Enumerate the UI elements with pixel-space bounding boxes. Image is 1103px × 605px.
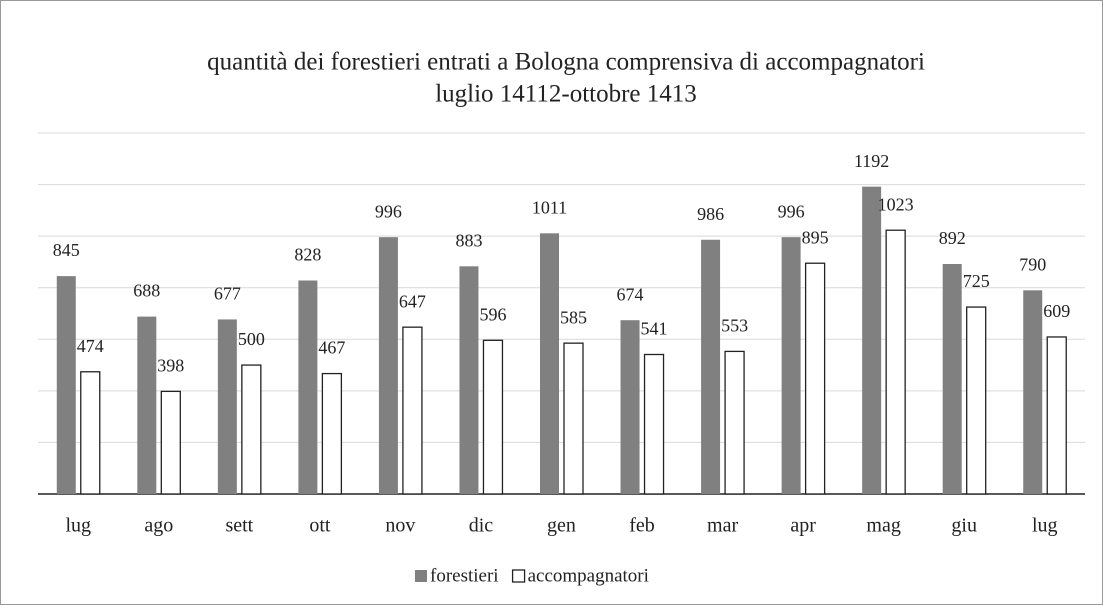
- bar: [724, 350, 745, 495]
- data-label: 647: [399, 291, 426, 311]
- x-tick-label: feb: [629, 515, 655, 537]
- bar: [862, 186, 882, 495]
- bar: [459, 266, 479, 494]
- data-label: 688: [133, 281, 160, 301]
- data-label: 996: [375, 201, 402, 221]
- data-label: 895: [802, 227, 829, 247]
- x-tick-label: mar: [707, 515, 738, 537]
- data-label: 541: [641, 319, 668, 339]
- bar: [80, 371, 101, 495]
- data-label: 500: [238, 329, 265, 349]
- data-label: 996: [778, 201, 805, 221]
- x-tick-label: gen: [547, 515, 576, 537]
- data-label: 474: [77, 336, 104, 356]
- bar: [563, 342, 584, 495]
- data-label: 986: [697, 204, 724, 224]
- bar: [217, 319, 237, 494]
- data-label: 1023: [878, 194, 914, 214]
- x-tick-label: lug: [1032, 515, 1058, 537]
- x-tick-label: dic: [469, 515, 494, 537]
- bar: [540, 233, 559, 494]
- data-label: 674: [617, 284, 644, 304]
- bar: [701, 239, 721, 494]
- bar: [1046, 336, 1067, 495]
- data-label: 883: [455, 230, 482, 250]
- bar: [1023, 290, 1043, 494]
- data-label: 1192: [854, 151, 889, 171]
- bar: [781, 237, 801, 494]
- bar: [378, 237, 398, 494]
- data-label: 725: [963, 271, 990, 291]
- x-tick-label: ago: [144, 515, 173, 537]
- bar: [298, 280, 318, 494]
- x-tick-label: ott: [309, 515, 331, 537]
- x-tick-label: mag: [866, 515, 900, 537]
- x-tick-label: apr: [790, 515, 816, 537]
- bar: [321, 372, 343, 495]
- bar: [482, 339, 504, 495]
- bar: [402, 326, 423, 495]
- x-tick-label: sett: [225, 515, 253, 537]
- data-label: 467: [318, 338, 345, 358]
- chart-title: quantità dei forestieri entrati a Bologn…: [207, 49, 925, 76]
- data-label: 609: [1043, 301, 1070, 321]
- bar: [643, 353, 665, 495]
- bar: [137, 316, 157, 494]
- x-tick-label: lug: [65, 515, 91, 537]
- data-label: 677: [214, 284, 241, 304]
- data-label: 553: [721, 316, 748, 336]
- data-label: 1011: [532, 197, 567, 217]
- legend-label: forestieri: [430, 565, 499, 586]
- legend-swatch: [415, 570, 427, 582]
- data-label: 892: [939, 228, 966, 248]
- legend-swatch: [511, 569, 526, 583]
- chart-subtitle: luglio 14112-ottobre 1413: [435, 81, 697, 108]
- bar: [620, 320, 640, 494]
- data-label: 398: [157, 355, 184, 375]
- data-label: 845: [53, 240, 80, 260]
- data-label: 790: [1019, 254, 1046, 274]
- data-label: 596: [479, 304, 506, 324]
- data-label: 828: [294, 245, 321, 265]
- bar: [160, 390, 181, 495]
- x-tick-label: giu: [951, 515, 977, 537]
- data-label: 585: [560, 307, 587, 327]
- bar: [966, 306, 987, 495]
- bar: [885, 229, 906, 495]
- x-tick-label: nov: [385, 515, 415, 537]
- bar: [804, 262, 826, 495]
- bar: [942, 263, 962, 494]
- bar: [241, 364, 262, 495]
- bar: [56, 276, 76, 494]
- legend-label: accompagnatori: [528, 565, 649, 586]
